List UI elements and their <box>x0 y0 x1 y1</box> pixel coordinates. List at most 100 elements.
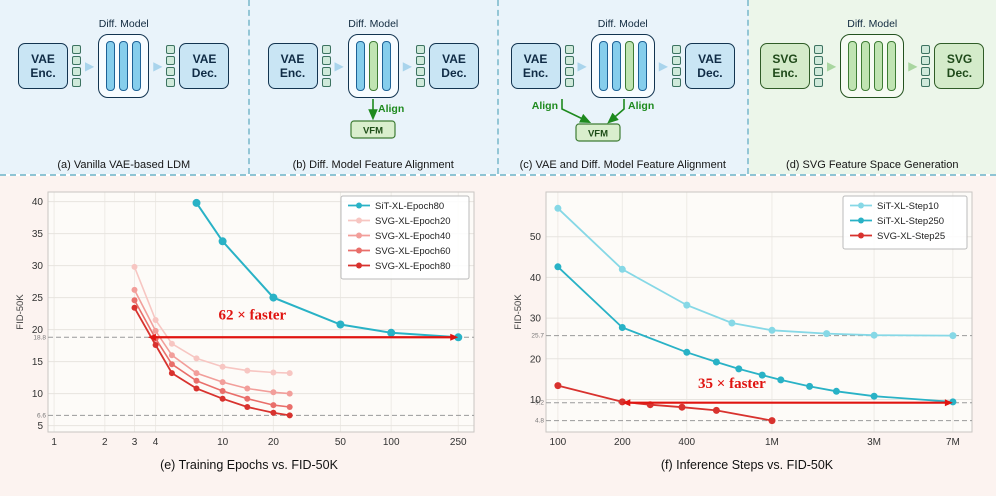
svg-text:40: 40 <box>32 197 44 208</box>
svg-text:50: 50 <box>335 437 347 448</box>
svg-text:4: 4 <box>153 437 159 448</box>
svg-text:20: 20 <box>32 325 44 336</box>
panel-vae-diff-feature-alignment: VAE Enc. ▶ Diff. Model VFM <box>499 0 749 174</box>
arrow-right-icon: ▶ <box>153 59 163 73</box>
svg-text:25: 25 <box>32 293 44 304</box>
arrow-right-icon: ▶ <box>334 59 344 73</box>
vfm-label: VFM <box>363 126 383 137</box>
svg-text:100: 100 <box>383 437 400 448</box>
svg-text:35 × faster: 35 × faster <box>698 376 766 392</box>
svg-text:250: 250 <box>450 437 467 448</box>
vfm-box <box>350 120 396 139</box>
svg-text:FID-50K: FID-50K <box>15 294 26 330</box>
vae-encoder-box: VAE Enc. <box>18 43 69 89</box>
architecture-diagrams: VAE Enc. ▶ Diff. Model ▶ VAE Dec. (a) Va… <box>0 0 996 174</box>
svg-text:1M: 1M <box>765 437 779 448</box>
panel-vanilla-ldm: VAE Enc. ▶ Diff. Model ▶ VAE Dec. (a) Va… <box>0 0 250 174</box>
svg-text:FID-50K: FID-50K <box>513 294 524 330</box>
align-label-right: Align <box>628 100 654 112</box>
svg-text:3: 3 <box>132 437 138 448</box>
svg-text:SVG-XL-Epoch80: SVG-XL-Epoch80 <box>375 261 451 272</box>
diff-model-label: Diff. Model <box>98 18 149 30</box>
latent-tokens <box>814 45 824 87</box>
svg-text:100: 100 <box>550 437 567 448</box>
chart-e-caption: (e) Training Epochs vs. FID-50K <box>160 458 338 472</box>
latent-tokens <box>72 45 82 87</box>
inference-steps-plot: 25.7 9.2 4.8 10 20 30 40 50 100 200 400 1M 3M 7M FID-5… <box>513 191 973 448</box>
svg-text:20: 20 <box>530 354 542 365</box>
svg-text:18.8: 18.8 <box>33 334 46 341</box>
vae-decoder-box: VAE Dec. <box>428 43 479 89</box>
svg-text:30: 30 <box>530 314 542 325</box>
align-vfm-diagram: VFM Align <box>350 99 405 139</box>
vae-decoder-box: VAE Dec. <box>179 43 230 89</box>
latent-tokens <box>564 45 574 87</box>
svg-text:25.7: 25.7 <box>531 333 544 340</box>
vae-decoder-box: VAE Dec. <box>684 43 735 89</box>
svg-text:10: 10 <box>217 437 229 448</box>
panel-diff-feature-alignment: VAE Enc. ▶ Diff. Model VFM Al <box>249 0 499 174</box>
svg-text:62 × faster: 62 × faster <box>218 307 286 323</box>
panel-caption: (d) SVG Feature Space Generation <box>786 159 959 171</box>
latent-tokens <box>166 45 176 87</box>
svg-text:10: 10 <box>530 395 542 406</box>
svg-text:400: 400 <box>678 437 695 448</box>
arrow-right-icon: ▶ <box>827 59 837 73</box>
arrow-right-icon: ▶ <box>908 59 918 73</box>
svg-text:10: 10 <box>32 389 44 400</box>
svg-text:SVG-XL-Epoch60: SVG-XL-Epoch60 <box>375 246 451 257</box>
arrow-right-icon: ▶ <box>402 59 412 73</box>
diff-model: Diff. Model VFM Align Align <box>532 18 655 142</box>
diff-model-label: Diff. Model <box>847 18 898 30</box>
vae-encoder-box: VAE Enc. <box>267 43 318 89</box>
diff-model-label: Diff. Model <box>597 18 648 30</box>
section-divider <box>0 174 996 176</box>
latent-tokens <box>321 45 331 87</box>
align-arrow-right <box>606 99 625 124</box>
diff-model: Diff. Model VFM Align <box>347 18 405 139</box>
svg-text:5: 5 <box>37 421 43 432</box>
svg-text:4.8: 4.8 <box>535 418 544 425</box>
chart-inference-steps: 25.7 9.2 4.8 10 20 30 40 50 100 200 400 1M 3M 7M FID-5… <box>512 184 982 472</box>
svg-encoder-box: SVG Enc. <box>760 43 811 89</box>
svg-text:9.2: 9.2 <box>535 400 544 407</box>
arrow-right-icon: ▶ <box>85 59 95 73</box>
diff-model-box <box>98 34 150 98</box>
diff-model-box <box>840 34 905 98</box>
chart-training-epochs: 18.8 6.6 5 10 15 20 25 30 35 40 1 2 3 4 10 20 50 100 250 FI… <box>14 184 484 472</box>
vfm-label: VFM <box>588 129 608 140</box>
svg-text:1: 1 <box>51 437 57 448</box>
align-arrow-left <box>560 99 591 124</box>
align-vfm-diagram: VFM Align Align <box>532 99 654 142</box>
svg-text:50: 50 <box>530 232 542 243</box>
charts-row: 18.8 6.6 5 10 15 20 25 30 35 40 1 2 3 4 10 20 50 100 250 FI… <box>0 176 996 496</box>
diff-model-box <box>590 34 655 98</box>
panel-caption: (b) Diff. Model Feature Alignment <box>292 159 454 171</box>
diff-model: Diff. Model <box>840 18 905 98</box>
svg-text:2: 2 <box>102 437 108 448</box>
arrow-right-icon: ▶ <box>658 59 668 73</box>
svg-text:SiT-XL-Step250: SiT-XL-Step250 <box>877 216 944 227</box>
svg-text:SVG-XL-Epoch40: SVG-XL-Epoch40 <box>375 231 451 242</box>
svg-text:35: 35 <box>32 229 44 240</box>
chart-f-caption: (f) Inference Steps vs. FID-50K <box>660 458 834 472</box>
align-label: Align <box>378 103 404 115</box>
svg-text:200: 200 <box>614 437 631 448</box>
panel-svg-feature-space: SVG Enc. ▶ Diff. Model ▶ SVG Dec. (d) SV… <box>748 0 996 174</box>
svg-text:6.6: 6.6 <box>37 412 46 419</box>
svg-text:SVG-XL-Step25: SVG-XL-Step25 <box>877 231 945 242</box>
svg-text:SVG-XL-Epoch20: SVG-XL-Epoch20 <box>375 216 451 227</box>
svg-text:SiT-XL-Step10: SiT-XL-Step10 <box>877 201 939 212</box>
align-label-left: Align <box>532 100 558 112</box>
training-epochs-plot: 18.8 6.6 5 10 15 20 25 30 35 40 1 2 3 4 10 20 50 100 250 FI… <box>15 191 475 448</box>
svg-text:15: 15 <box>32 357 44 368</box>
svg-text:7M: 7M <box>946 437 960 448</box>
vae-encoder-box: VAE Enc. <box>510 43 561 89</box>
vfm-box <box>575 123 621 142</box>
svg-decoder-box: SVG Dec. <box>934 43 985 89</box>
panel-caption: (a) Vanilla VAE-based LDM <box>57 159 191 171</box>
svg-text:20: 20 <box>268 437 280 448</box>
latent-tokens <box>671 45 681 87</box>
svg-text:40: 40 <box>530 273 542 284</box>
svg-text:30: 30 <box>32 261 44 272</box>
